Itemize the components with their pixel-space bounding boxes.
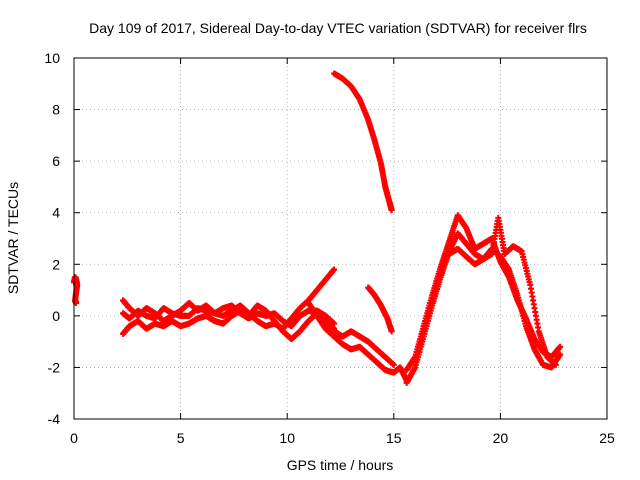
x-tick-label: 25 <box>599 430 615 446</box>
data-point <box>331 266 338 273</box>
series-seg-2.3-12.3h-c <box>120 302 338 330</box>
chart-title: Day 109 of 2017, Sidereal Day-to-day VTE… <box>89 20 587 36</box>
series-seg-15.5-23h-b <box>403 212 564 374</box>
series-seg-0h <box>71 274 81 306</box>
y-axis-label: SDTVAR / TECUs <box>5 182 21 294</box>
data-point <box>331 320 338 327</box>
series-seg-13.8-14.9h <box>365 284 395 335</box>
point-layer <box>71 70 564 386</box>
x-tick-label: 10 <box>279 430 295 446</box>
y-tick-label: -4 <box>48 411 61 427</box>
data-point <box>390 361 397 368</box>
y-tick-label: 2 <box>52 256 60 272</box>
data-point <box>557 351 564 358</box>
x-axis-label: GPS time / hours <box>287 457 394 473</box>
y-tick-label: 4 <box>52 205 60 221</box>
y-tick-label: 8 <box>52 102 60 118</box>
y-tick-label: 10 <box>44 50 60 66</box>
series-seg-12.2-14.9h-high <box>331 70 395 214</box>
data-point <box>552 361 559 368</box>
series-seg-11-15h-mid <box>305 307 397 368</box>
y-tick-label: 0 <box>52 308 60 324</box>
y-tick-label: 6 <box>52 153 60 169</box>
x-tick-label: 15 <box>386 430 402 446</box>
y-tick-label: -2 <box>48 359 61 375</box>
data-point <box>557 343 564 350</box>
series-seg-17.5-23h-c <box>446 214 559 368</box>
tick-layer: 0 5 10 15 20 25 -4 -2 0 2 4 6 8 10 <box>44 50 615 446</box>
data-point <box>388 328 395 335</box>
grid-layer <box>74 58 607 419</box>
x-tick-label: 5 <box>177 430 185 446</box>
x-tick-label: 20 <box>493 430 509 446</box>
data-point <box>388 207 395 214</box>
x-tick-label: 0 <box>70 430 78 446</box>
plot-frame <box>73 57 608 420</box>
